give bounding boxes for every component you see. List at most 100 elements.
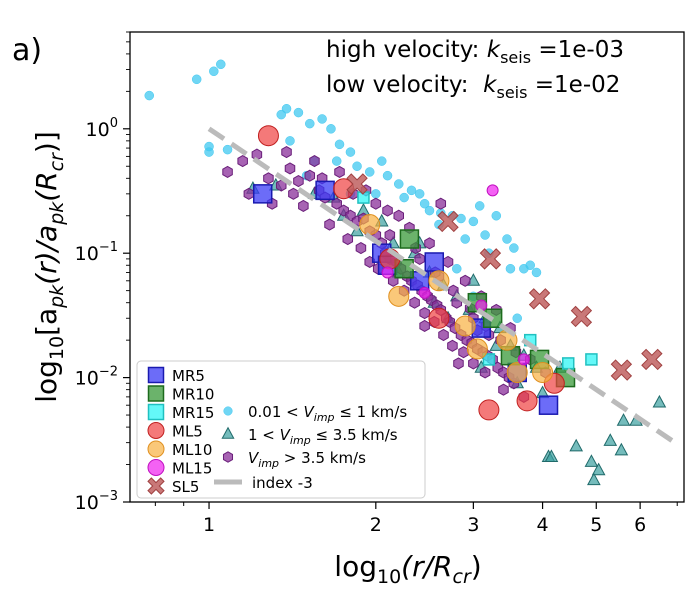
legend-marker: [147, 477, 165, 495]
series-mr15: [357, 191, 598, 370]
annotation-high-velocity: high velocity: kseis =1e-03: [326, 37, 624, 67]
data-point: [334, 139, 345, 150]
data-point: [419, 198, 430, 209]
legend-marker: [223, 406, 233, 416]
legend-marker: [221, 426, 235, 439]
data-point: [587, 472, 601, 486]
data-point: [376, 156, 387, 166]
y-tick-label: 10−3: [75, 489, 118, 514]
legend-label: 0.01 < Vimp ≤ 1 km/s: [248, 403, 407, 424]
data-point: [544, 449, 559, 463]
data-point: [359, 214, 381, 236]
x-tick-label: 5: [590, 514, 602, 536]
data-point: [209, 66, 219, 77]
legend-marker: [222, 451, 234, 463]
legend-label: ML5: [172, 423, 203, 441]
data-point: [222, 144, 233, 155]
data-point: [399, 229, 420, 249]
data-point: [435, 197, 447, 210]
data-point: [584, 454, 599, 467]
data-point: [419, 319, 430, 333]
axis-ticks: 1 2 3 4 5 6 10−3 10−2 10−1 100: [75, 31, 678, 536]
data-point: [419, 307, 430, 320]
data-point: [447, 339, 458, 352]
data-point: [591, 462, 606, 476]
data-point: [382, 204, 393, 217]
data-point: [144, 90, 155, 101]
data-point: [191, 74, 202, 85]
data-point: [293, 107, 304, 118]
data-point: [486, 184, 499, 197]
data-point: [531, 267, 542, 278]
data-point: [309, 155, 320, 168]
data-point: [452, 263, 462, 274]
x-tick-label: 1: [203, 514, 215, 536]
data-point: [532, 361, 554, 383]
data-point: [281, 145, 292, 159]
data-point: [516, 390, 538, 412]
data-point: [263, 172, 274, 185]
data-point: [331, 197, 342, 210]
data-point: [345, 147, 356, 157]
data-point: [216, 59, 226, 70]
data-point: [479, 366, 491, 379]
data-point: [317, 114, 327, 124]
data-point: [399, 192, 409, 203]
data-point: [498, 383, 509, 396]
legend-label: MR10: [172, 386, 214, 404]
series-sl5: [346, 173, 663, 381]
data-point: [424, 252, 445, 272]
legend-marker: [147, 440, 165, 458]
data-point: [454, 315, 476, 337]
data-point: [204, 147, 214, 157]
data-point: [384, 228, 396, 242]
legend-marker: [147, 366, 165, 384]
data-point: [424, 205, 435, 216]
data-point: [466, 338, 488, 360]
panel-label: a): [12, 33, 42, 68]
data-point: [293, 174, 304, 188]
data-point: [459, 274, 471, 287]
data-point: [506, 361, 528, 383]
data-point: [616, 413, 631, 426]
data-point: [442, 255, 454, 269]
annotation-low-velocity: low velocity: kseis =1e-02: [326, 72, 620, 102]
legend-label: Vimp > 3.5 km/s: [248, 449, 366, 470]
data-point: [418, 286, 431, 299]
data-point: [453, 357, 464, 370]
data-point: [517, 353, 530, 366]
data-point: [474, 201, 485, 211]
data-point: [585, 353, 598, 366]
series-ml5: [257, 125, 565, 421]
data-point: [528, 288, 551, 310]
data-point: [371, 189, 381, 199]
x-tick-label: 4: [537, 514, 549, 536]
data-point: [393, 209, 405, 222]
data-point: [393, 179, 404, 189]
data-point: [222, 165, 233, 179]
data-point: [342, 232, 354, 246]
data-point: [614, 442, 629, 456]
y-axis-label: log10[apk(r)/apk(Rcr)]: [30, 131, 68, 403]
data-point: [298, 199, 309, 212]
x-axis-label: log10(r/Rcr): [334, 550, 481, 588]
data-point: [437, 210, 459, 233]
legend-label: 1 < Vimp ≤ 3.5 km/s: [248, 426, 398, 447]
data-point: [388, 285, 410, 307]
data-point: [512, 313, 522, 323]
data-point: [281, 103, 292, 114]
plot-marks: [144, 59, 679, 486]
data-point: [438, 328, 449, 342]
data-point: [610, 359, 633, 381]
data-point: [505, 263, 516, 274]
data-point: [315, 180, 335, 201]
legend-marker: [147, 403, 165, 421]
data-point: [304, 169, 316, 182]
data-point: [460, 234, 470, 244]
data-point: [252, 184, 273, 204]
data-point: [257, 125, 279, 147]
svg-text:log10[apk(r)/apk(Rcr)]: log10[apk(r)/apk(Rcr)]: [30, 131, 68, 403]
data-point: [326, 124, 336, 134]
